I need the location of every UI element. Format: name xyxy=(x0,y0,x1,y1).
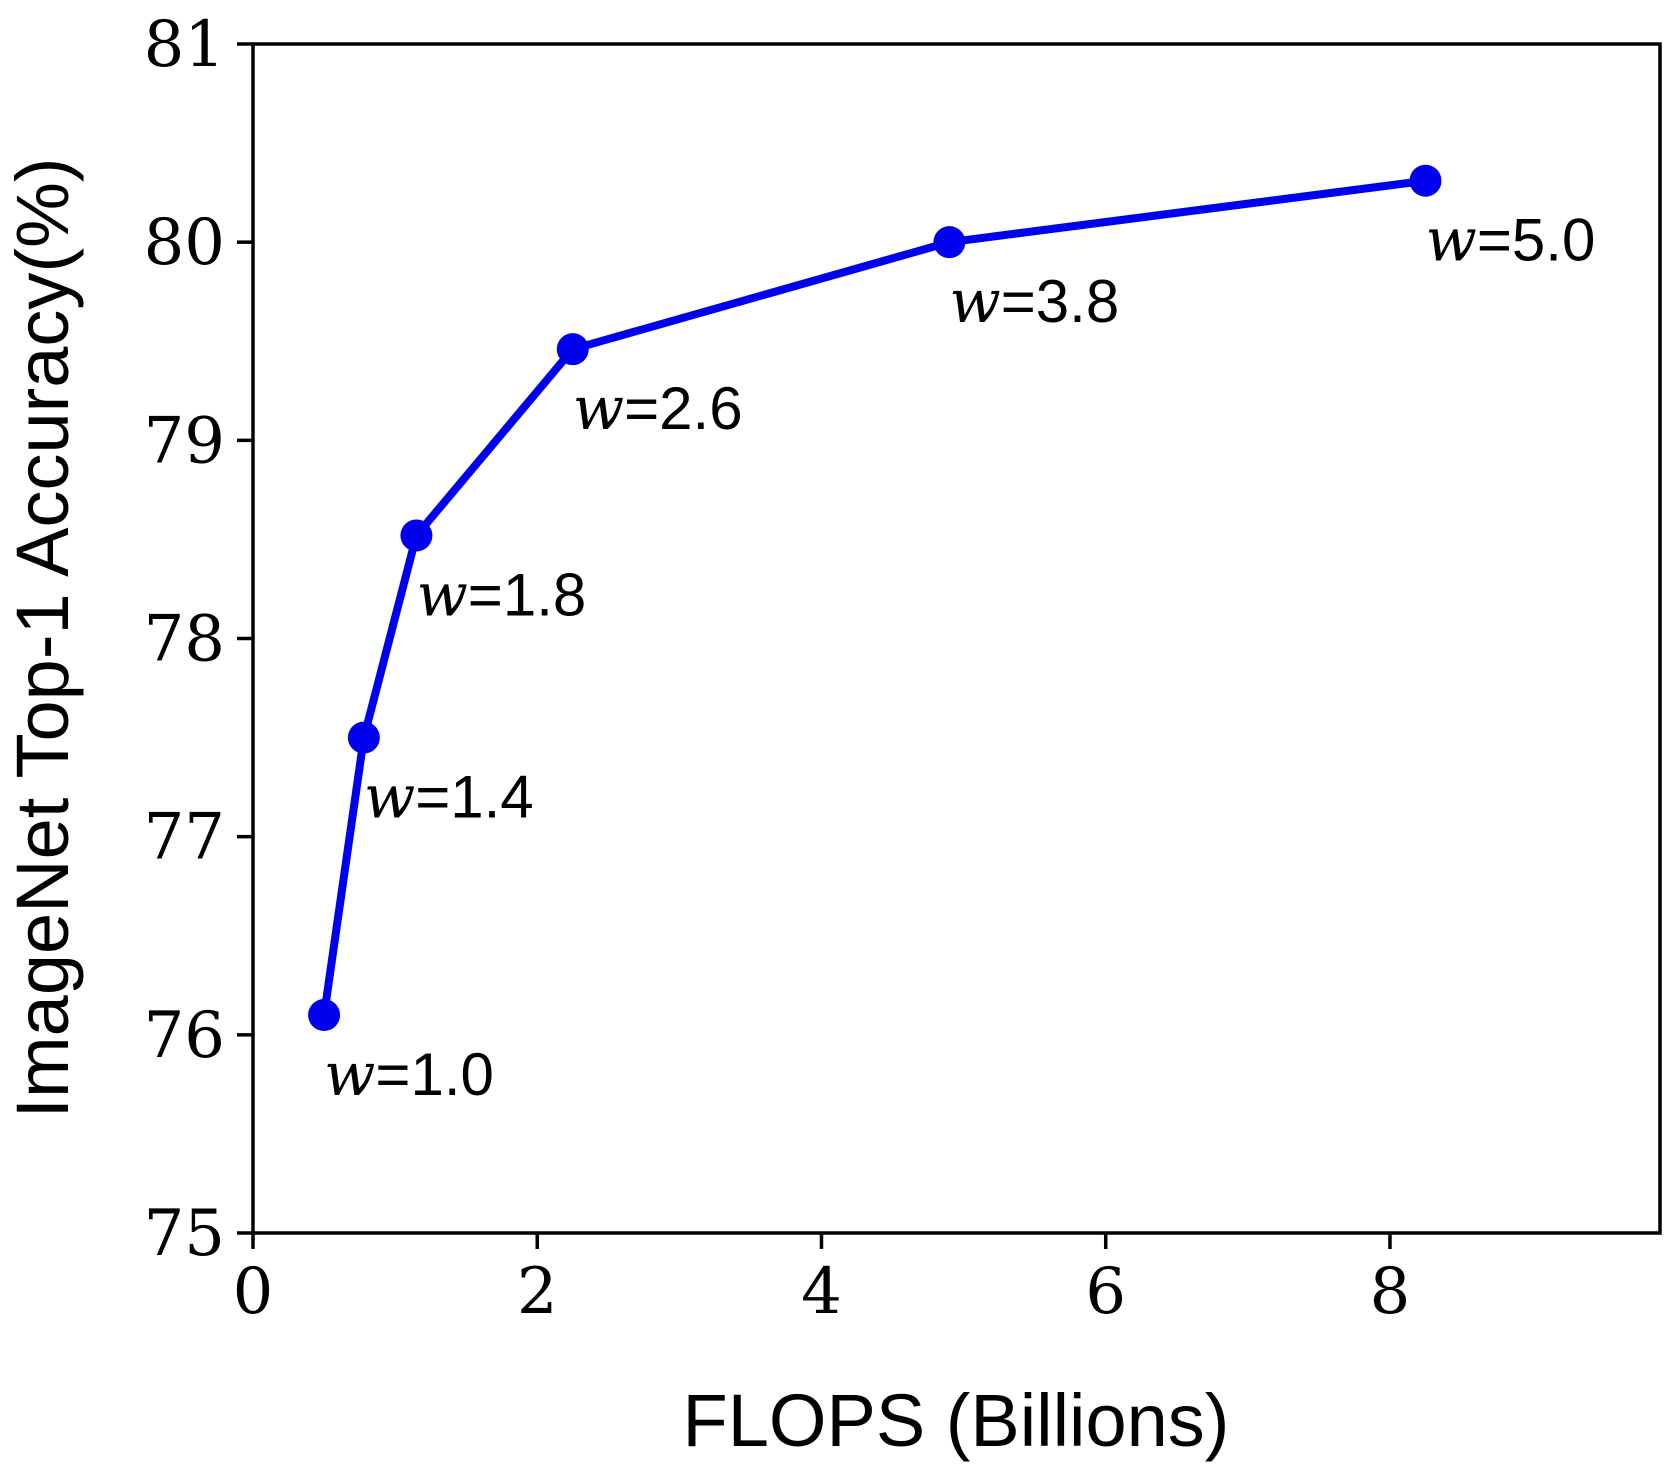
data-label: w=5.0 xyxy=(1426,206,1596,276)
x-tick-label: 4 xyxy=(801,1255,842,1329)
data-label-variable: w xyxy=(416,560,467,630)
y-axis-title: ImageNet Top-1 Accuracy(%) xyxy=(1,157,84,1118)
y-axis-ticks: 75 76 77 78 79 80 81 xyxy=(144,8,253,1271)
y-tick-label: 79 xyxy=(144,404,225,478)
x-tick-label: 8 xyxy=(1370,1255,1411,1329)
y-tick-label: 77 xyxy=(144,801,225,875)
data-label-variable: w xyxy=(324,1040,375,1110)
data-label-variable: w xyxy=(949,267,1000,337)
y-tick-label: 75 xyxy=(144,1197,225,1271)
y-tick-label: 78 xyxy=(144,603,225,677)
y-tick-label: 81 xyxy=(144,8,225,82)
data-label-value: =1.8 xyxy=(468,561,586,628)
data-label-value: =1.0 xyxy=(375,1041,493,1108)
x-tick-label: 6 xyxy=(1085,1255,1126,1329)
data-label-value: =5.0 xyxy=(1477,207,1595,274)
data-label: w=1.4 xyxy=(364,763,534,833)
data-label-variable: w xyxy=(573,374,624,444)
y-tick-label: 80 xyxy=(144,206,225,280)
data-label: w=1.0 xyxy=(324,1040,494,1110)
y-tick-label: 76 xyxy=(144,999,225,1073)
data-label-value: =1.4 xyxy=(415,764,533,831)
data-point xyxy=(347,721,380,754)
data-label: w=2.6 xyxy=(573,374,743,444)
data-point xyxy=(556,333,589,366)
data-point xyxy=(933,226,966,259)
data-label-value: =3.8 xyxy=(1001,268,1119,335)
x-tick-label: 2 xyxy=(517,1255,558,1329)
data-label-variable: w xyxy=(1426,206,1477,276)
x-axis-ticks: 0 2 4 6 8 xyxy=(233,1233,1411,1329)
x-tick-label: 0 xyxy=(233,1255,274,1329)
data-label: w=1.8 xyxy=(416,560,586,630)
x-axis-title: FLOPS (Billions) xyxy=(683,1379,1230,1462)
data-label: w=3.8 xyxy=(949,267,1119,337)
data-label-variable: w xyxy=(364,763,415,833)
data-labels: w=1.0w=1.4w=1.8w=2.6w=3.8w=5.0 xyxy=(324,206,1595,1110)
data-point xyxy=(308,999,341,1032)
data-point xyxy=(1409,164,1442,197)
data-label-value: =2.6 xyxy=(624,375,742,442)
series-line xyxy=(320,176,1427,1016)
data-markers xyxy=(308,164,1442,1032)
data-point xyxy=(400,519,433,552)
